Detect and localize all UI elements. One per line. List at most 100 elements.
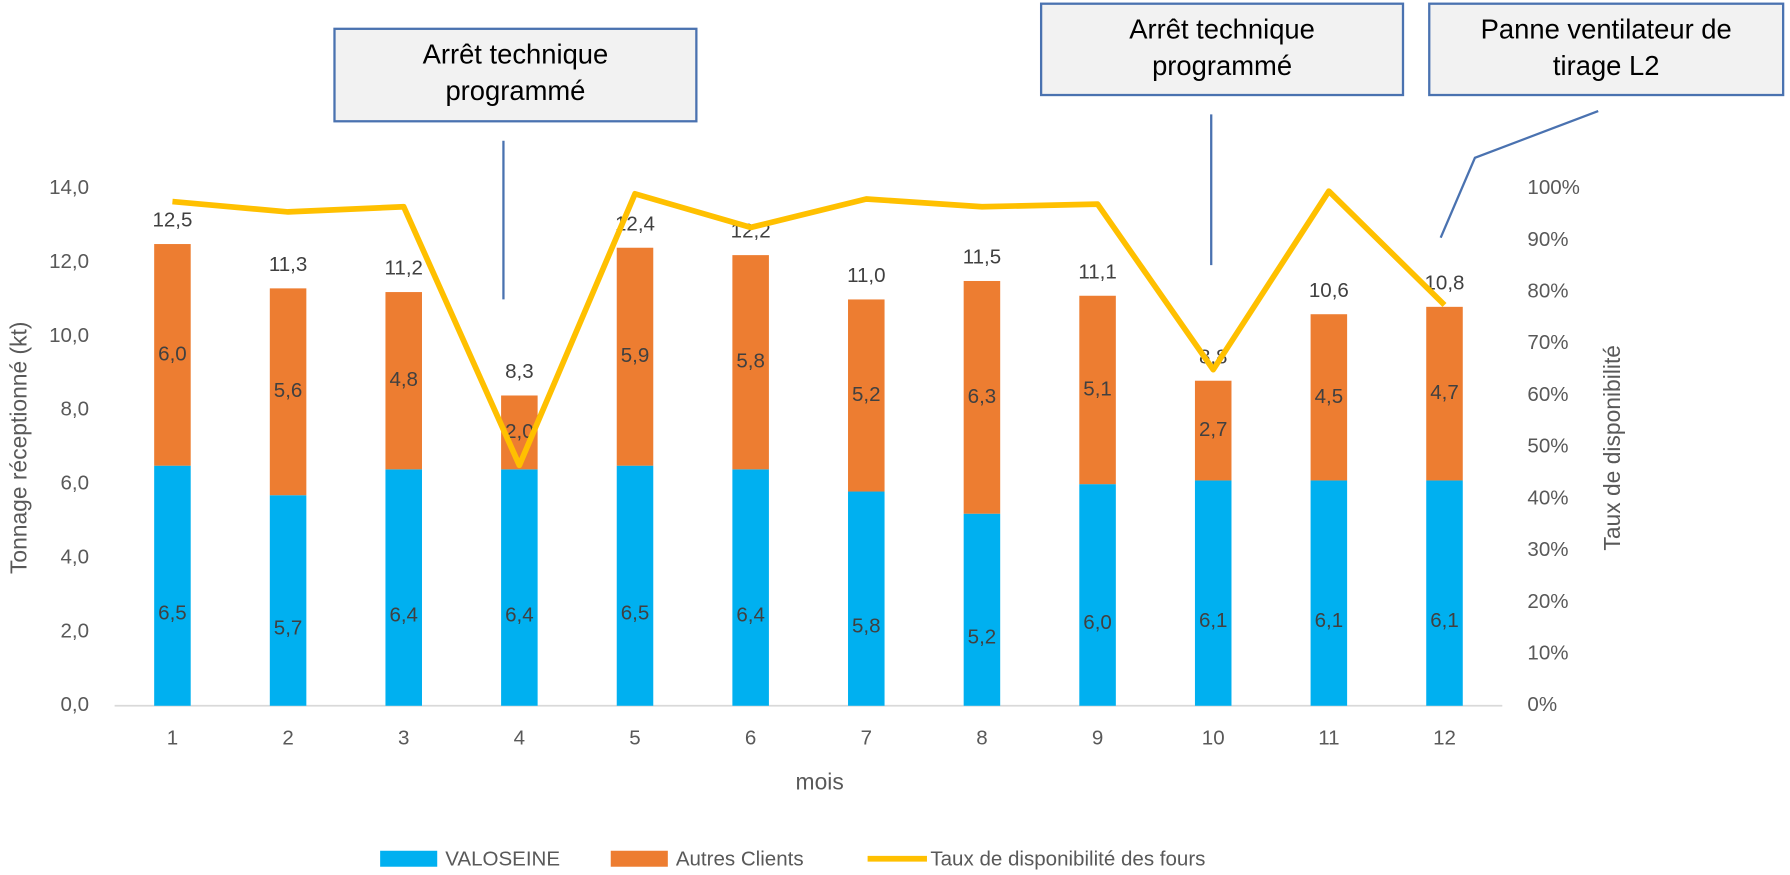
y2-tick-label: 10% <box>1527 641 1568 664</box>
bar-segment <box>1426 480 1463 706</box>
y2-axis-title: Taux de disponibilité <box>1599 345 1625 551</box>
y2-tick-label: 20% <box>1527 590 1568 613</box>
annotation-text: Panne ventilateur de <box>1481 13 1732 44</box>
x-tick-label: 7 <box>861 726 872 749</box>
bar-segment <box>732 469 769 706</box>
y-tick-label: 2,0 <box>60 619 89 642</box>
annotation-text: Arrêt technique <box>423 38 609 69</box>
y2-tick-label: 0% <box>1527 693 1557 716</box>
bar-segment <box>616 247 654 466</box>
bar-segment <box>963 280 1001 514</box>
data-label: 5,2 <box>968 626 997 649</box>
bar-segment <box>1310 480 1348 706</box>
y-tick-label: 8,0 <box>60 398 89 421</box>
bar-segment <box>269 495 307 706</box>
y-axis-title: Tonnage réceptionné (kt) <box>6 322 32 575</box>
x-tick-label: 5 <box>629 726 640 749</box>
bar-segment <box>848 491 885 706</box>
data-label: 5,2 <box>852 383 881 406</box>
legend-label: Autres Clients <box>676 847 804 870</box>
x-tick-label: 3 <box>398 726 409 749</box>
x-tick-label: 4 <box>514 726 525 749</box>
total-label: 10,8 <box>1425 271 1465 294</box>
y-tick-label: 4,0 <box>60 545 89 568</box>
y2-tick-label: 90% <box>1527 228 1568 251</box>
data-label: 4,5 <box>1315 385 1344 408</box>
data-label: 4,8 <box>389 368 418 391</box>
x-tick-label: 12 <box>1433 726 1456 749</box>
y2-tick-label: 50% <box>1527 435 1568 458</box>
total-label: 11,5 <box>963 246 1001 269</box>
total-label: 10,6 <box>1309 279 1349 302</box>
legend-label: Taux de disponibilité des fours <box>930 847 1205 870</box>
data-label: 6,0 <box>158 342 187 365</box>
data-label: 6,0 <box>1083 611 1112 634</box>
bar-segment <box>385 292 422 470</box>
bar-segment <box>1310 314 1348 481</box>
data-label: 6,3 <box>968 385 997 408</box>
bar-segment <box>1194 480 1232 706</box>
y-tick-label: 10,0 <box>49 324 89 347</box>
y-tick-label: 14,0 <box>49 176 89 199</box>
y2-tick-label: 40% <box>1527 486 1568 509</box>
x-tick-label: 11 <box>1318 726 1339 749</box>
x-tick-label: 2 <box>282 726 293 749</box>
annotation-text: tirage L2 <box>1553 50 1660 81</box>
bar-segment <box>848 299 885 492</box>
annotation-pointer <box>1439 109 1599 239</box>
total-label: 11,3 <box>269 253 307 276</box>
data-label: 6,1 <box>1430 609 1459 632</box>
annotation-text: Arrêt technique <box>1129 13 1315 44</box>
data-label: 6,1 <box>1199 609 1228 632</box>
y2-tick-label: 80% <box>1527 279 1568 302</box>
y2-tick-label: 100% <box>1527 176 1580 199</box>
bar-segment <box>154 244 191 466</box>
data-label: 5,8 <box>736 350 765 373</box>
legend-label: VALOSEINE <box>445 847 560 870</box>
data-label: 4,7 <box>1430 381 1459 404</box>
bar-segment <box>154 465 191 706</box>
data-label: 5,9 <box>621 344 650 367</box>
x-tick-label: 8 <box>976 726 987 749</box>
bar-segment <box>1079 295 1116 485</box>
total-label: 11,0 <box>847 264 885 287</box>
bar-segment <box>1426 306 1463 481</box>
annotation-box <box>1039 2 1405 97</box>
bar-segment <box>963 513 1001 706</box>
annotation-box <box>333 27 698 123</box>
legend-swatch <box>380 850 438 867</box>
data-label: 6,5 <box>158 602 187 625</box>
annotation-text: programmé <box>445 75 585 106</box>
y-tick-label: 12,0 <box>49 250 89 273</box>
y2-tick-label: 30% <box>1527 538 1568 561</box>
total-label: 11,1 <box>1078 260 1116 283</box>
y2-tick-label: 60% <box>1527 383 1568 406</box>
bar-segment <box>501 469 538 706</box>
line-series <box>172 188 1447 469</box>
data-label: 6,4 <box>505 604 534 627</box>
bar-segment <box>385 469 422 706</box>
bar-segment <box>616 465 654 706</box>
data-label: 6,1 <box>1315 609 1344 632</box>
y-tick-label: 0,0 <box>60 693 89 716</box>
x-tick-label: 1 <box>167 726 178 749</box>
data-label: 5,7 <box>274 616 303 639</box>
total-label: 8,3 <box>505 360 534 383</box>
x-tick-label: 6 <box>745 726 756 749</box>
data-label: 2,7 <box>1199 418 1228 441</box>
total-label: 12,5 <box>152 209 192 232</box>
data-label: 5,8 <box>852 615 881 638</box>
x-axis-title: mois <box>796 768 844 794</box>
data-label: 5,6 <box>274 379 303 402</box>
x-tick-label: 9 <box>1092 726 1103 749</box>
bar-segment <box>269 288 307 496</box>
data-label: 5,1 <box>1083 377 1112 400</box>
x-tick-label: 10 <box>1202 726 1225 749</box>
data-label: 2,0 <box>505 420 534 443</box>
y2-tick-label: 70% <box>1527 331 1568 354</box>
y-tick-label: 6,0 <box>60 472 89 495</box>
annotation-box <box>1428 2 1785 97</box>
data-label: 6,4 <box>389 604 418 627</box>
data-label: 6,4 <box>736 604 765 627</box>
